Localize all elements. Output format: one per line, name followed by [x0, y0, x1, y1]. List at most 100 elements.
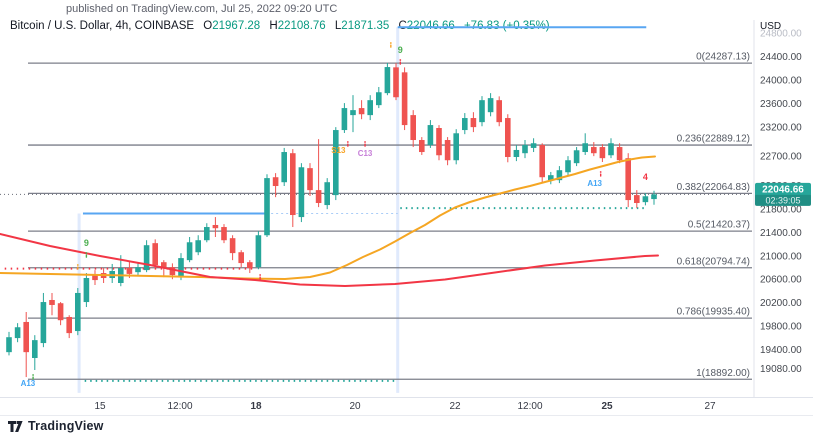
candle-body — [212, 224, 219, 229]
candle-body — [161, 262, 167, 269]
price-tick-label: 20200.00 — [760, 298, 802, 309]
td-tick-marker — [76, 264, 79, 270]
td-tick-marker — [389, 42, 392, 48]
time-tick-label: 15 — [94, 401, 106, 412]
candle-body — [315, 190, 322, 204]
candle-body — [565, 160, 571, 173]
td-tick-bar — [390, 44, 392, 48]
candle-body — [522, 144, 528, 154]
td-tick-bar — [599, 173, 602, 177]
candle-body — [470, 118, 477, 128]
candle-body — [367, 100, 373, 116]
td-tick-bar — [347, 143, 349, 147]
td-tick-marker — [346, 141, 349, 147]
candle-body — [40, 302, 47, 344]
change-value: +76.83 (+0.35%) — [463, 20, 550, 32]
high-value: 22108.76 — [277, 20, 326, 32]
td-label-a13: A13 — [587, 179, 602, 188]
candle-body — [83, 278, 90, 303]
publish-attribution: published on TradingView.com, Jul 25, 20… — [66, 3, 338, 15]
td-tick-dot — [85, 252, 88, 254]
candle-body — [49, 299, 55, 305]
candle-body — [195, 240, 201, 253]
td-tick-marker — [85, 252, 88, 258]
candle-body — [582, 143, 588, 153]
candle-body — [152, 243, 158, 266]
td-tick-dot — [32, 374, 34, 376]
fib-level-label: 0(24287.13) — [696, 52, 750, 63]
time-scale[interactable]: 15 12:00 18 20 22 12:00 25 27 — [94, 401, 716, 412]
td-tick-bar — [259, 276, 261, 280]
td-tick-marker — [259, 274, 262, 280]
candle-body — [393, 67, 399, 98]
price-tick-label: 23200.00 — [760, 122, 802, 133]
tradingview-logo[interactable]: TradingView — [8, 419, 104, 433]
candle-body — [186, 242, 193, 261]
price-tick-label: 19080.00 — [760, 364, 802, 375]
candle-body — [221, 227, 227, 241]
price-tick-label: 22700.00 — [760, 152, 802, 163]
candle-body — [32, 340, 38, 359]
candle-body — [616, 147, 623, 161]
td-tick-bar — [32, 376, 34, 380]
price-tick-label: 21000.00 — [760, 251, 802, 262]
td-label-9: 9 — [398, 45, 403, 55]
time-tick-label: 25 — [601, 401, 613, 412]
candle-body — [548, 175, 554, 181]
chart-legend[interactable]: Bitcoin / U.S. Dollar, 4h, COINBASE O219… — [10, 20, 550, 32]
candle-body — [487, 98, 494, 113]
candle-body — [642, 196, 649, 203]
td-tick-bar — [364, 143, 366, 147]
td-label-s13: S13 — [331, 146, 346, 155]
candle-body — [229, 238, 236, 254]
candle-body — [75, 292, 81, 332]
tradingview-logo-text: TradingView — [28, 419, 104, 433]
price-badge-bg — [755, 182, 811, 206]
candle-body — [66, 316, 72, 334]
price-tick-label: 21800.00 — [760, 204, 802, 215]
candle-body — [264, 178, 270, 236]
candle-body — [539, 144, 545, 178]
bar-countdown: 02:39:05 — [765, 195, 800, 205]
candle-body — [14, 327, 21, 339]
candle-body — [444, 140, 451, 161]
candle-body — [92, 275, 98, 281]
candle-body — [376, 92, 382, 106]
fib-level-label: 0.236(22889.12) — [677, 134, 750, 145]
price-tick-label: 19400.00 — [760, 345, 802, 356]
candle-body — [479, 100, 485, 123]
td-tick-dot — [76, 264, 79, 266]
price-tick-label: 21400.00 — [760, 228, 802, 239]
fib-level-label: 0.618(20794.74) — [677, 256, 750, 267]
time-tick-label: 12:00 — [517, 401, 542, 412]
currency-label: USD — [760, 21, 781, 32]
td-tick-bar — [77, 266, 79, 270]
candle-body — [625, 158, 631, 201]
candlestick-series — [6, 62, 657, 378]
price-tick-label: 24800.00 — [760, 29, 802, 40]
high-label: H — [269, 20, 278, 32]
td-tick-dot — [399, 59, 402, 61]
candle-body — [410, 115, 416, 141]
fib-level-label: 0.382(22064.83) — [677, 182, 750, 193]
candle-body — [634, 195, 640, 204]
symbol-title: Bitcoin / U.S. Dollar, 4h, COINBASE — [10, 20, 195, 32]
candle-body — [358, 108, 365, 115]
candle-body — [135, 267, 141, 273]
candle-body — [350, 110, 356, 116]
candle-body — [427, 125, 434, 145]
candle-body — [453, 133, 459, 161]
td-tick-dot — [364, 141, 366, 143]
candle-body — [290, 153, 296, 216]
candle-body — [143, 245, 150, 271]
candle-body — [384, 67, 391, 94]
time-tick-label: 12:00 — [167, 401, 192, 412]
time-tick-label: 27 — [704, 401, 716, 412]
fib-level-label: 1(18892.00) — [696, 368, 750, 379]
td-tick-marker — [364, 141, 366, 147]
candle-body — [401, 72, 408, 126]
price-badge-value: 22046.66 — [762, 184, 804, 195]
